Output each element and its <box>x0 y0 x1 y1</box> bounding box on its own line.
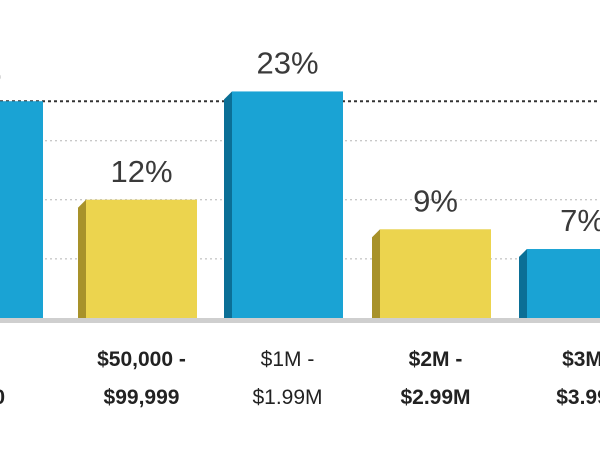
bar-side <box>224 91 232 318</box>
bar <box>0 101 43 318</box>
category-label: $1.99M <box>252 386 322 409</box>
floor-strip <box>0 318 600 323</box>
bar-face <box>232 91 343 318</box>
bars <box>0 91 600 318</box>
category-label: $3M <box>562 348 600 371</box>
category-labels: to000$50,000 -$99,999$1M -$1.99M$2M -$2.… <box>0 348 600 409</box>
value-label: 12% <box>110 154 172 189</box>
bar-side <box>372 229 380 318</box>
value-label: % <box>0 55 1 90</box>
category-label: $99,999 <box>104 386 180 409</box>
category-label: $3.99 <box>556 386 600 409</box>
bar-face <box>527 249 600 318</box>
category-label: $1M - <box>261 348 315 371</box>
value-label: 9% <box>413 183 458 218</box>
category-label: 000 <box>0 386 5 409</box>
category-label: $50,000 - <box>97 348 186 371</box>
chart-floor <box>0 318 600 323</box>
bar-side <box>78 199 86 318</box>
bar <box>224 91 343 318</box>
value-label: 7% <box>560 203 600 238</box>
category-label: $2.99M <box>400 386 470 409</box>
category-label: $2M - <box>409 348 463 371</box>
value-label: 23% <box>256 45 318 80</box>
bar-face <box>86 199 197 318</box>
value-labels: % 12% 23% 9% 7% <box>0 45 600 238</box>
bar <box>78 199 197 318</box>
bar-side <box>519 249 527 318</box>
bar-face <box>0 101 43 318</box>
bar <box>372 229 491 318</box>
bar-face <box>380 229 491 318</box>
bar <box>519 249 600 318</box>
